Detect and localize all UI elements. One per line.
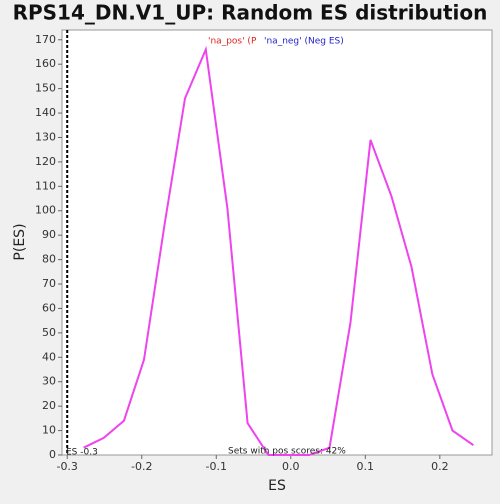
x-tick-label: 0.0: [282, 460, 300, 473]
y-tick-label: 70: [42, 277, 56, 290]
y-axis-label: P(ES): [12, 223, 28, 260]
y-tick-label: 120: [35, 155, 56, 168]
y-tick-label: 10: [42, 424, 56, 437]
legend-entry: 'na_neg' (Neg ES): [264, 37, 344, 47]
y-tick-label: 30: [42, 375, 56, 388]
y-tick-label: 20: [42, 399, 56, 412]
chart-title: RPS14_DN.V1_UP: Random ES distribution: [13, 1, 488, 25]
y-tick-label: 140: [35, 106, 56, 119]
y-tick-label: 60: [42, 301, 56, 314]
y-tick-label: 80: [42, 253, 56, 266]
y-tick-label: 160: [35, 57, 56, 70]
y-tick-label: 50: [42, 326, 56, 339]
y-tick-label: 100: [35, 204, 56, 217]
y-tick-label: 40: [42, 350, 56, 363]
y-tick-label: 170: [35, 33, 56, 46]
y-tick-label: 130: [35, 130, 56, 143]
x-tick-label: 0.2: [431, 460, 449, 473]
plot-area: [61, 29, 493, 456]
y-tick-label: 110: [35, 179, 56, 192]
y-tick-label: 90: [42, 228, 56, 241]
x-tick-label: -0.3: [56, 460, 77, 473]
y-tick-label: 0: [49, 448, 56, 461]
x-axis-label: ES: [268, 478, 286, 494]
annotation: ES -0.3: [66, 448, 98, 458]
legend-entry: 'na_pos' (P: [208, 37, 257, 47]
x-tick-label: -0.2: [131, 460, 152, 473]
y-tick-label: 150: [35, 82, 56, 95]
annotation: Sets with pos scores: 42%: [228, 447, 346, 457]
x-tick-label: -0.1: [206, 460, 227, 473]
line-series: [83, 45, 474, 456]
x-tick-label: 0.1: [357, 460, 375, 473]
